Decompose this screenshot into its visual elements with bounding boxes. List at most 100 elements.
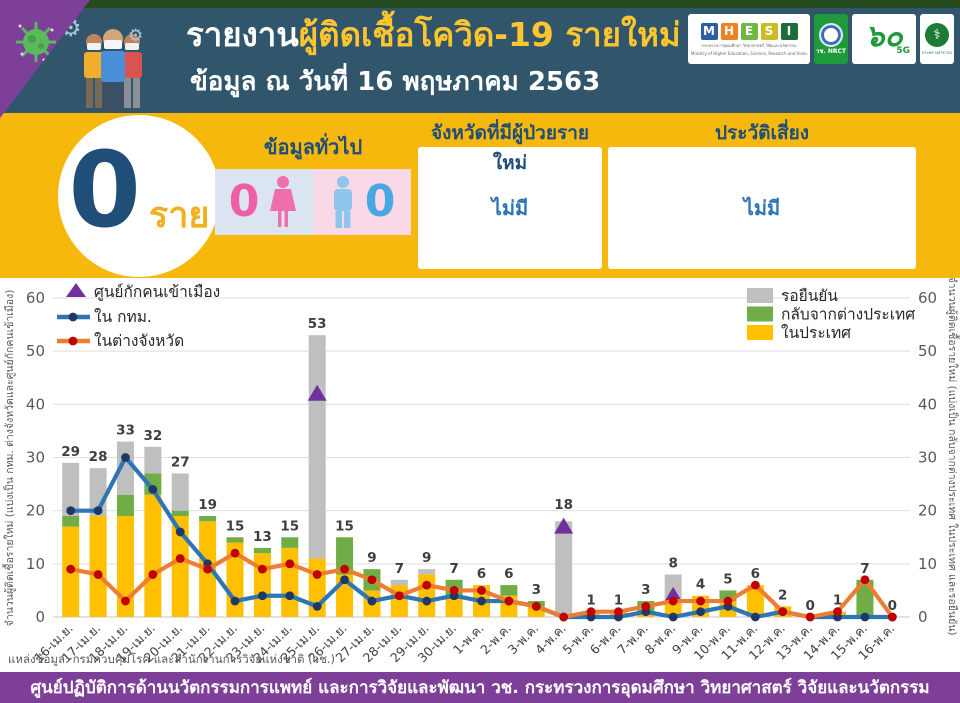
- total-label: 3: [641, 582, 650, 598]
- virus-icon: [16, 22, 56, 62]
- bar-from-abroad: [336, 537, 354, 575]
- detention-triangle: [663, 586, 683, 603]
- risk-value: ไม่มี: [743, 196, 781, 220]
- gear-icon: ⚙: [128, 26, 144, 46]
- provinces-column: จังหวัดที่มีผู้ป่วยรายใหม่ ไม่มี: [418, 118, 602, 269]
- nrct-en: NRCT: [827, 47, 846, 55]
- new-cases-count: 0: [68, 129, 141, 251]
- detention-triangle: [307, 384, 327, 401]
- source-note: แหล่งข้อมูล: กรมควบคุมโรค และสำนักงานการ…: [8, 652, 336, 666]
- y-axis-title-right: จำนวนผู้ติดเชื้อรายใหม่ (แบ่งเป็น กลับจา…: [946, 278, 960, 636]
- footer-text: ศูนย์ปฏิบัติการด้านนวัตกรรมการแพทย์ และก…: [30, 678, 930, 698]
- legend-left-label: ในต่างจังหวัด: [94, 332, 184, 350]
- dot-bangkok: [860, 612, 870, 622]
- total-label: 1: [586, 593, 595, 609]
- total-label: 7: [860, 561, 869, 577]
- new-cases-unit: ราย: [148, 195, 210, 236]
- total-label: 1: [833, 593, 842, 609]
- bar-pending: [390, 579, 408, 586]
- y-tick-right: 20: [918, 502, 937, 520]
- total-label: 3: [532, 582, 541, 598]
- bar-in-country: [746, 585, 764, 617]
- y-tick-left: 20: [26, 502, 45, 520]
- dot-provinces: [121, 596, 130, 606]
- provinces-value: ไม่มี: [491, 196, 529, 220]
- bar-in-country: [527, 606, 545, 617]
- total-label: 0: [805, 598, 814, 614]
- page-title: รายงานผู้ติดเชื้อโควิด-19 รายใหม่: [186, 14, 681, 55]
- y-tick-right: 0: [918, 608, 928, 626]
- bar-in-country: [116, 515, 134, 617]
- provinces-box: ไม่มี: [418, 147, 602, 269]
- detention-triangle: [554, 517, 574, 534]
- dot-bangkok: [258, 591, 267, 601]
- bar-in-country: [445, 595, 463, 617]
- title-prefix: รายงาน: [186, 15, 299, 54]
- dot-provinces: [367, 575, 377, 585]
- bar-in-country: [89, 515, 107, 617]
- nrct-th: วช.: [816, 47, 826, 55]
- legend-right-label: กลับจากต่างประเทศ: [781, 306, 915, 324]
- dot-bangkok: [66, 506, 76, 516]
- total-label: 29: [61, 444, 80, 460]
- dot-bangkok: [93, 506, 103, 516]
- footer-bar: ศูนย์ปฏิบัติการด้านนวัตกรรมการแพทย์ และก…: [0, 672, 960, 703]
- total-label: 6: [751, 566, 760, 582]
- bar-pending: [116, 441, 134, 495]
- dot-bangkok: [750, 612, 760, 622]
- dot-provinces: [887, 612, 897, 622]
- dot-bangkok: [668, 612, 678, 622]
- total-label: 53: [308, 316, 327, 332]
- bar-pending: [144, 446, 162, 474]
- y-tick-right: 50: [918, 342, 937, 360]
- total-label: 6: [504, 566, 513, 582]
- mhesi-letter: S: [760, 22, 778, 40]
- mhesi-letter: M: [700, 22, 718, 40]
- dot-provinces: [340, 564, 349, 574]
- dot-provinces: [531, 601, 541, 611]
- bar-pending: [418, 569, 436, 575]
- total-label: 9: [422, 550, 431, 566]
- legend-dot-icon: [68, 312, 78, 322]
- dot-bangkok: [477, 596, 486, 606]
- dot-provinces: [175, 554, 185, 563]
- female-icon: [270, 176, 297, 227]
- moph-caption: กระทรวงสาธารณสุข: [922, 49, 952, 55]
- y-tick-left: 60: [26, 289, 45, 307]
- dot-provinces: [641, 601, 651, 611]
- people-icons: [84, 29, 142, 113]
- dot-provinces: [66, 564, 76, 574]
- legend-right-label: ในประเทศ: [781, 324, 851, 342]
- total-label: 13: [253, 529, 272, 545]
- general-info: ข้อมูลทั่วไป 0 0: [215, 131, 411, 235]
- mhesi-letter: H: [720, 22, 738, 40]
- dot-provinces: [668, 596, 678, 606]
- dot-provinces: [148, 570, 158, 579]
- header: ⚙ ⚙ รายงานผู้ติดเชื้อโควิด-19 รายใหม่ ข้…: [0, 0, 960, 118]
- total-label: 15: [226, 518, 245, 534]
- dot-provinces: [750, 580, 760, 590]
- bar-in-country: [664, 601, 682, 617]
- dot-provinces: [614, 607, 623, 617]
- total-label: 0: [888, 598, 897, 614]
- top-strip: [0, 0, 960, 8]
- dot-bangkok: [340, 575, 349, 585]
- dot-provinces: [778, 607, 788, 617]
- title-highlight: ผู้ติดเชื้อโควิด-19 รายใหม่: [298, 15, 681, 54]
- y-tick-right: 10: [918, 555, 937, 573]
- total-label: 1: [614, 593, 623, 609]
- legend-swatch: [747, 288, 773, 303]
- legend-swatch: [747, 306, 773, 322]
- provinces-header: จังหวัดที่มีผู้ป่วยรายใหม่: [431, 122, 589, 174]
- y-tick-left: 10: [26, 555, 45, 573]
- male-count: 0: [364, 176, 396, 227]
- sixty-5g: 5G: [896, 46, 910, 56]
- dot-bangkok: [121, 453, 130, 462]
- bar-pending: [308, 335, 326, 559]
- bar-from-abroad: [116, 494, 134, 516]
- moph-logo: ⚕ กระทรวงสาธารณสุข: [920, 14, 954, 64]
- dot-bangkok: [148, 485, 158, 494]
- dot-provinces: [394, 591, 404, 601]
